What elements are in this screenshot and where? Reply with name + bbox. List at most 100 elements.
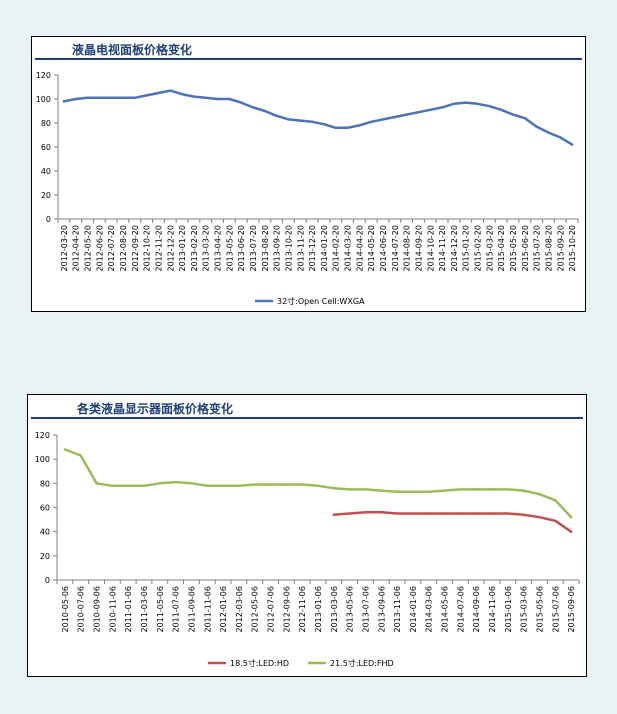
data-point bbox=[174, 480, 177, 484]
data-point bbox=[452, 102, 456, 106]
x-tick-label: 2014-09-06 bbox=[472, 586, 481, 633]
data-point bbox=[547, 131, 550, 134]
data-point bbox=[538, 493, 541, 496]
x-tick-label: 2014-07-06 bbox=[456, 586, 465, 633]
x-tick-label: 2012-12-20 bbox=[166, 225, 175, 272]
y-tick-label: 80 bbox=[40, 479, 50, 488]
data-point bbox=[287, 118, 290, 121]
data-point bbox=[364, 488, 367, 491]
y-tick-label: 120 bbox=[35, 431, 50, 440]
y-tick-label: 60 bbox=[40, 504, 50, 513]
data-point bbox=[126, 484, 130, 487]
series-line-1 bbox=[62, 89, 574, 146]
x-tick-label: 2015-02-20 bbox=[474, 225, 483, 272]
x-tick-label: 2012-06-20 bbox=[95, 225, 104, 272]
data-point bbox=[559, 136, 562, 139]
data-point bbox=[169, 89, 172, 92]
x-tick-label: 2013-03-20 bbox=[202, 225, 211, 272]
data-point bbox=[310, 120, 314, 124]
data-point bbox=[221, 484, 225, 487]
x-tick-label: 2012-01-06 bbox=[219, 586, 228, 633]
x-tick-label: 2013-11-06 bbox=[393, 586, 402, 633]
data-point bbox=[348, 512, 351, 515]
data-point bbox=[95, 482, 98, 485]
x-tick-label: 2011-07-06 bbox=[172, 586, 181, 633]
x-tick-label: 2010-11-06 bbox=[108, 586, 117, 633]
x-tick-label: 2014-01-06 bbox=[409, 586, 418, 633]
x-tick-label: 2013-06-20 bbox=[237, 225, 246, 272]
chart-title-2: 各类液晶显示器面板价格变化 bbox=[77, 402, 234, 416]
y-tick-label: 20 bbox=[41, 191, 51, 200]
x-tick-label: 2015-06-20 bbox=[521, 225, 530, 272]
data-point bbox=[511, 113, 515, 116]
x-tick-label: 2014-02-20 bbox=[332, 225, 341, 272]
data-point bbox=[299, 119, 302, 122]
data-point bbox=[427, 512, 430, 515]
data-point bbox=[334, 126, 337, 129]
data-point bbox=[393, 115, 397, 119]
data-point bbox=[346, 126, 349, 129]
data-point bbox=[62, 100, 66, 103]
x-tick-label: 2014-11-06 bbox=[488, 586, 497, 633]
data-point bbox=[300, 483, 304, 486]
x-tick-label: 2013-09-06 bbox=[377, 586, 386, 633]
data-point bbox=[180, 93, 184, 96]
x-tick-label: 2013-02-20 bbox=[190, 225, 199, 272]
data-point bbox=[443, 512, 446, 515]
x-tick-label: 2015-09-06 bbox=[567, 586, 576, 633]
x-tick-label: 2012-07-06 bbox=[267, 586, 276, 633]
data-point bbox=[192, 95, 196, 98]
x-tick-label: 2013-10-20 bbox=[284, 225, 293, 272]
x-tick-label: 2012-11-06 bbox=[298, 586, 307, 633]
x-tick-label: 2011-09-06 bbox=[187, 586, 196, 633]
data-point bbox=[369, 120, 373, 124]
y-tick-label: 80 bbox=[41, 119, 51, 128]
x-tick-label: 2012-08-20 bbox=[119, 225, 128, 272]
data-point bbox=[395, 512, 399, 515]
legend-label-1: 32寸:Open Cell:WXGA bbox=[277, 296, 365, 306]
data-point bbox=[216, 97, 219, 101]
data-point bbox=[506, 512, 510, 515]
data-point bbox=[490, 488, 494, 491]
x-tick-label: 2013-09-20 bbox=[273, 225, 282, 272]
data-point bbox=[474, 488, 478, 491]
data-point bbox=[476, 102, 479, 106]
data-point bbox=[145, 94, 148, 97]
x-tick-label: 2014-11-20 bbox=[438, 225, 447, 272]
y-tick-label: 0 bbox=[45, 576, 50, 585]
x-tick-label: 2010-05-06 bbox=[61, 586, 70, 633]
x-tick-label: 2015-05-20 bbox=[509, 225, 518, 272]
x-tick-label: 2012-03-06 bbox=[235, 586, 244, 633]
x-tick-label: 2012-05-06 bbox=[251, 586, 260, 633]
x-tick-label: 2014-05-20 bbox=[367, 225, 376, 272]
y-tick-label: 100 bbox=[36, 95, 51, 104]
data-point bbox=[499, 108, 503, 112]
x-tick-label: 2013-04-20 bbox=[214, 225, 223, 272]
data-point bbox=[133, 96, 137, 99]
x-tick-label: 2014-01-20 bbox=[320, 225, 329, 272]
data-point bbox=[429, 108, 432, 112]
data-point bbox=[275, 114, 278, 118]
data-point bbox=[285, 483, 288, 486]
data-point bbox=[348, 488, 351, 491]
x-tick-label: 2013-01-20 bbox=[178, 225, 187, 272]
x-tick-label: 2013-05-06 bbox=[346, 586, 355, 633]
data-point bbox=[237, 484, 241, 487]
data-point bbox=[121, 96, 125, 99]
x-tick-label: 2014-07-20 bbox=[391, 225, 400, 272]
x-tick-label: 2015-09-20 bbox=[556, 225, 565, 272]
data-point bbox=[569, 530, 573, 533]
x-tick-label: 2015-03-20 bbox=[485, 225, 494, 272]
x-tick-label: 2014-05-06 bbox=[441, 586, 450, 633]
data-point bbox=[395, 490, 399, 493]
data-point bbox=[206, 484, 209, 487]
data-point bbox=[204, 96, 207, 99]
data-point bbox=[263, 109, 267, 113]
data-point bbox=[322, 123, 326, 126]
x-tick-label: 2015-10-20 bbox=[568, 225, 577, 272]
data-point bbox=[411, 490, 415, 493]
data-point bbox=[440, 106, 444, 109]
x-tick-label: 2012-03-20 bbox=[60, 225, 69, 272]
x-tick-label: 2012-09-06 bbox=[282, 586, 291, 633]
